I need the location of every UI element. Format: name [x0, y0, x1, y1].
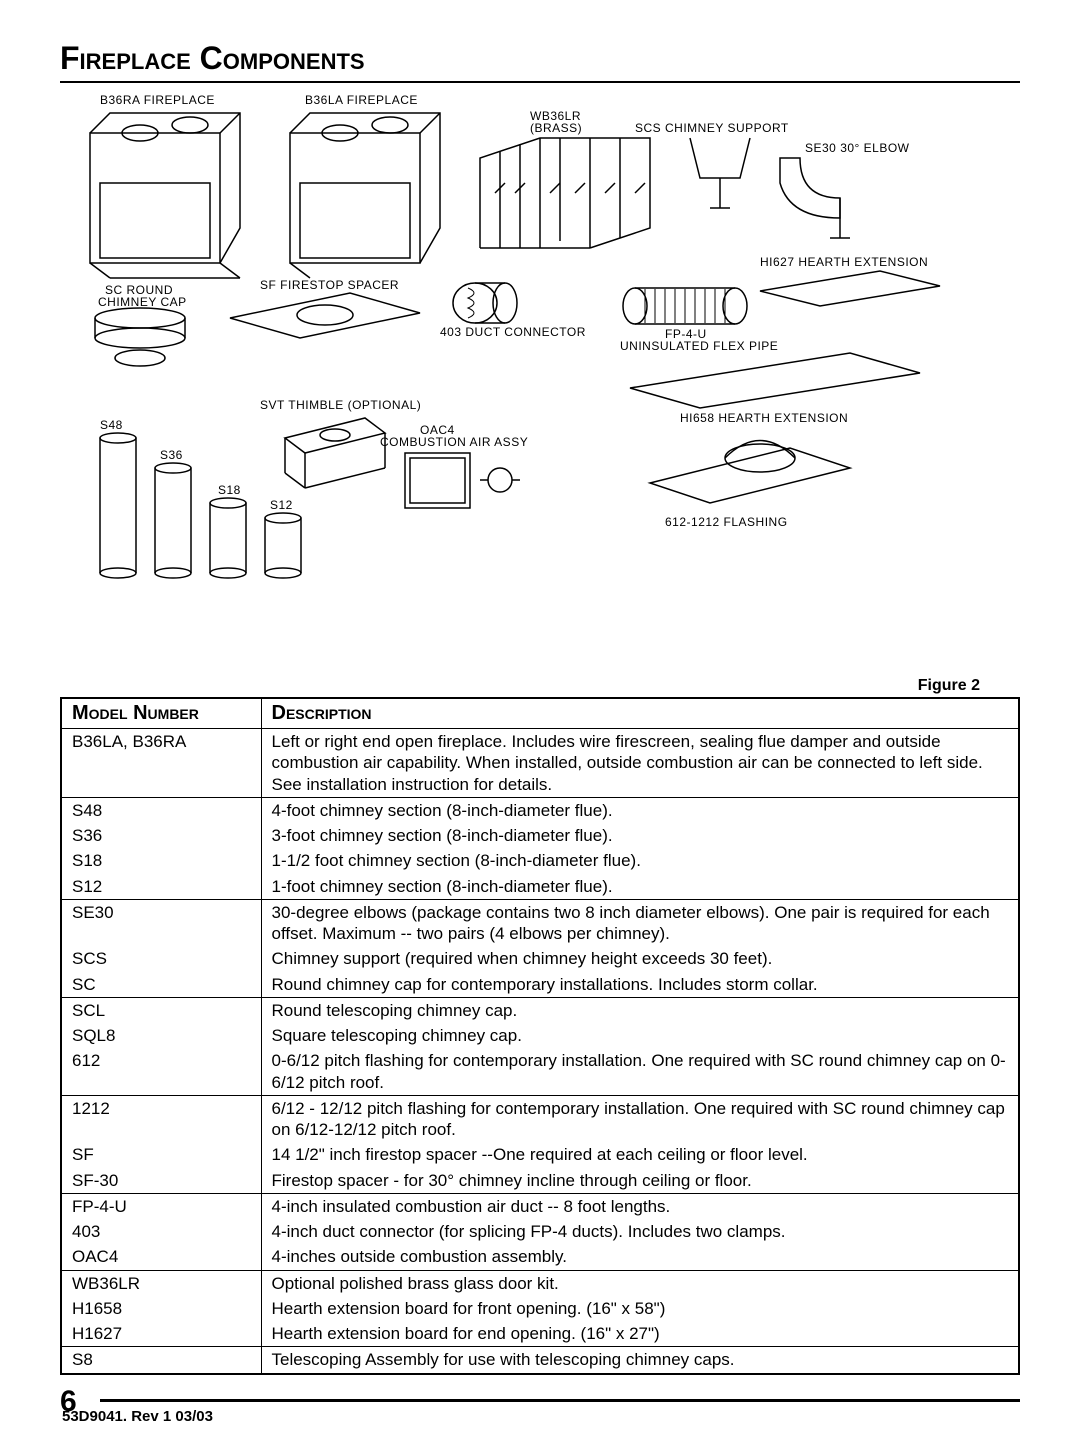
table-row: OAC44-inches outside combustion assembly… [61, 1244, 1019, 1270]
cell-desc: Firestop spacer - for 30° chimney inclin… [261, 1168, 1019, 1194]
cell-model: H1627 [61, 1321, 261, 1347]
cell-model: 403 [61, 1219, 261, 1244]
cell-desc: 4-foot chimney section (8-inch-diameter … [261, 797, 1019, 823]
cell-model: SCS [61, 946, 261, 971]
cell-model: S18 [61, 848, 261, 873]
table-row: SF-30Firestop spacer - for 30° chimney i… [61, 1168, 1019, 1194]
cell-desc: Hearth extension board for end opening. … [261, 1321, 1019, 1347]
cell-desc: 4-inch insulated combustion air duct -- … [261, 1193, 1019, 1219]
table-row: SE3030-degree elbows (package contains t… [61, 899, 1019, 946]
cell-model: SE30 [61, 899, 261, 946]
cell-desc: 4-inches outside combustion assembly. [261, 1244, 1019, 1270]
table-row: SCRound chimney cap for contemporary ins… [61, 972, 1019, 998]
page: Fireplace Components B36RA FIREPLACE B36… [0, 0, 1080, 1445]
figure-caption: Figure 2 [60, 677, 980, 695]
cell-desc: 3-foot chimney section (8-inch-diameter … [261, 823, 1019, 848]
cell-desc: 4-inch duct connector (for splicing FP-4… [261, 1219, 1019, 1244]
th-desc: Description [261, 698, 1019, 729]
page-title: Fireplace Components [60, 40, 1020, 83]
cell-model: FP-4-U [61, 1193, 261, 1219]
components-diagram: B36RA FIREPLACE B36LA FIREPLACE WB36LR (… [60, 93, 1020, 673]
cell-model: SF [61, 1142, 261, 1167]
th-model: Model Number [61, 698, 261, 729]
table-row: H1658Hearth extension board for front op… [61, 1296, 1019, 1321]
doc-id: 53D9041. Rev 1 03/03 [62, 1408, 1020, 1425]
table-row: SCLRound telescoping chimney cap. [61, 997, 1019, 1023]
cell-model: H1658 [61, 1296, 261, 1321]
table-row: WB36LROptional polished brass glass door… [61, 1270, 1019, 1296]
parts-table: Model Number Description B36LA, B36RALef… [60, 697, 1020, 1375]
cell-desc: 0-6/12 pitch flashing for contemporary i… [261, 1048, 1019, 1095]
table-row: S8Telescoping Assembly for use with tele… [61, 1347, 1019, 1374]
cell-desc: Hearth extension board for front opening… [261, 1296, 1019, 1321]
cell-model: B36LA, B36RA [61, 729, 261, 798]
cell-model: 1212 [61, 1095, 261, 1142]
table-row: S121-foot chimney section (8-inch-diamet… [61, 874, 1019, 900]
cell-model: WB36LR [61, 1270, 261, 1296]
cell-desc: 6/12 - 12/12 pitch flashing for contempo… [261, 1095, 1019, 1142]
cell-desc: Round chimney cap for contemporary insta… [261, 972, 1019, 998]
cell-model: S48 [61, 797, 261, 823]
cell-desc: 1-1/2 foot chimney section (8-inch-diame… [261, 848, 1019, 873]
footer-rule [100, 1399, 1020, 1402]
cell-desc: Square telescoping chimney cap. [261, 1023, 1019, 1048]
table-row: 6120-6/12 pitch flashing for contemporar… [61, 1048, 1019, 1095]
cell-desc: Telescoping Assembly for use with telesc… [261, 1347, 1019, 1374]
cell-model: SQL8 [61, 1023, 261, 1048]
diagram-svg [60, 93, 1020, 673]
table-row: 4034-inch duct connector (for splicing F… [61, 1219, 1019, 1244]
cell-desc: 1-foot chimney section (8-inch-diameter … [261, 874, 1019, 900]
cell-model: SCL [61, 997, 261, 1023]
cell-model: SF-30 [61, 1168, 261, 1194]
table-row: 12126/12 - 12/12 pitch flashing for cont… [61, 1095, 1019, 1142]
table-row: S181-1/2 foot chimney section (8-inch-di… [61, 848, 1019, 873]
cell-desc: Chimney support (required when chimney h… [261, 946, 1019, 971]
cell-model: 612 [61, 1048, 261, 1095]
table-row: S484-foot chimney section (8-inch-diamet… [61, 797, 1019, 823]
table-row: SCSChimney support (required when chimne… [61, 946, 1019, 971]
cell-model: S36 [61, 823, 261, 848]
table-row: FP-4-U4-inch insulated combustion air du… [61, 1193, 1019, 1219]
table-row: SQL8Square telescoping chimney cap. [61, 1023, 1019, 1048]
cell-desc: 14 1/2" inch firestop spacer --One requi… [261, 1142, 1019, 1167]
cell-model: S12 [61, 874, 261, 900]
cell-desc: Optional polished brass glass door kit. [261, 1270, 1019, 1296]
table-row: H1627Hearth extension board for end open… [61, 1321, 1019, 1347]
table-row: SF14 1/2" inch firestop spacer --One req… [61, 1142, 1019, 1167]
cell-desc: Left or right end open fireplace. Includ… [261, 729, 1019, 798]
table-row: B36LA, B36RALeft or right end open firep… [61, 729, 1019, 798]
cell-desc: Round telescoping chimney cap. [261, 997, 1019, 1023]
cell-desc: 30-degree elbows (package contains two 8… [261, 899, 1019, 946]
cell-model: S8 [61, 1347, 261, 1374]
cell-model: OAC4 [61, 1244, 261, 1270]
table-row: S363-foot chimney section (8-inch-diamet… [61, 823, 1019, 848]
cell-model: SC [61, 972, 261, 998]
